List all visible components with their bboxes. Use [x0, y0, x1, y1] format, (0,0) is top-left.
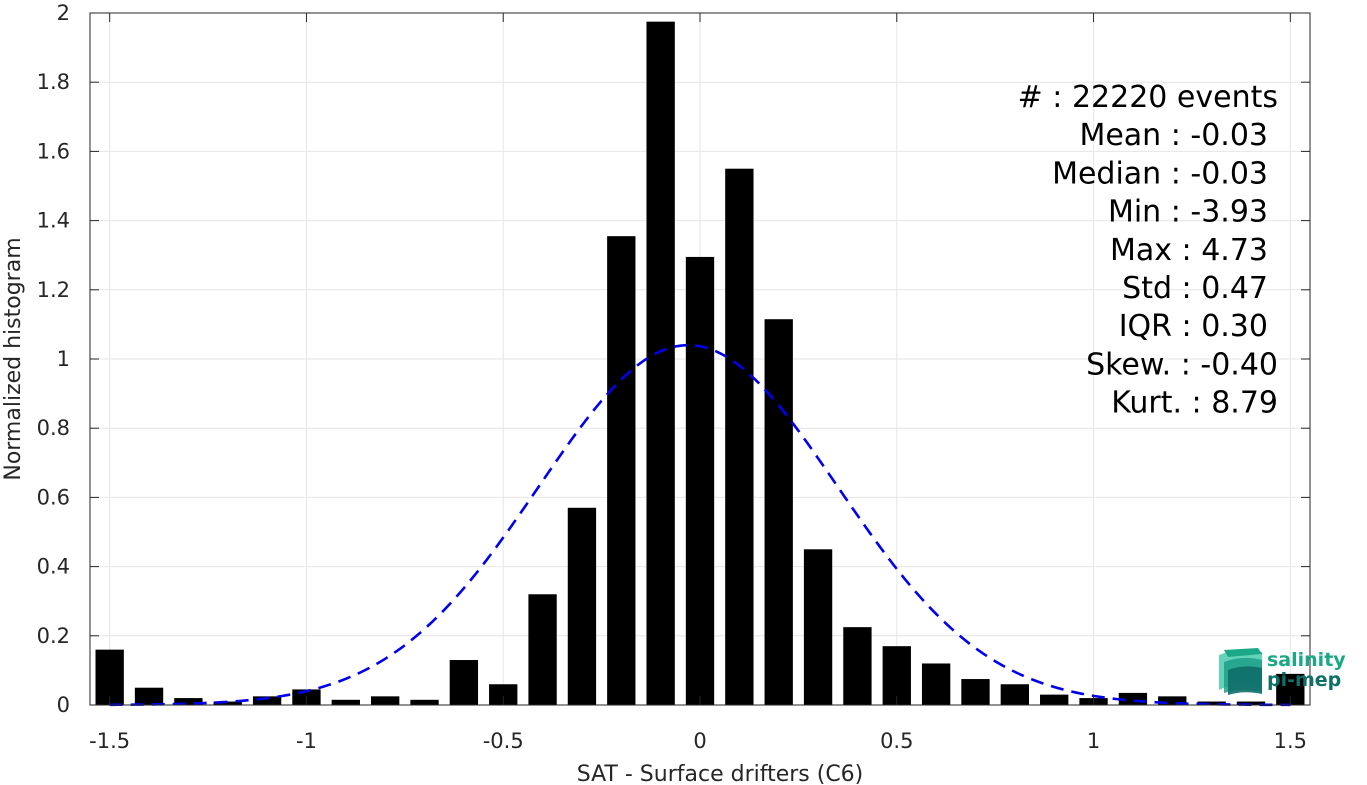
wave-logo-icon: [1219, 648, 1262, 695]
histogram-bar: [803, 549, 833, 705]
x-tick-label: 0.5: [880, 729, 913, 753]
histogram-bar: [646, 21, 675, 705]
stat-line: Min : -3.93: [1108, 195, 1268, 230]
histogram-bar: [370, 696, 400, 705]
axis-ticks: [90, 12, 1310, 706]
y-axis-label: Normalized histogram: [1, 237, 26, 480]
histogram-bars: [95, 21, 1305, 706]
histogram-bar: [252, 696, 282, 705]
x-tick-label: 0: [693, 729, 706, 753]
histogram-bar: [685, 256, 715, 705]
histogram-bar: [567, 507, 597, 705]
histogram-bar: [882, 646, 911, 705]
logo-text-salinity: salinity: [1267, 649, 1346, 671]
x-tick-labels: -1.5 -1 -0.5 0 0.5 1 1.5: [89, 729, 1307, 753]
y-tick-label: 0.8: [37, 416, 70, 440]
gaussian-fit-curve: [109, 343, 1291, 707]
y-tick-label: 1.6: [37, 139, 70, 163]
histogram-bar: [1040, 694, 1069, 705]
y-tick-label: 0: [57, 693, 70, 717]
histogram-bar: [489, 684, 518, 705]
histogram-bar: [1000, 684, 1030, 705]
stat-line: # : 22220 events: [1018, 80, 1278, 115]
stat-line: Std : 0.47: [1122, 271, 1268, 306]
histogram-bar: [449, 660, 479, 705]
y-tick-label: 0.4: [37, 555, 70, 579]
stat-line: Kurt. : 8.79: [1111, 386, 1278, 421]
x-tick-label: -1: [296, 729, 317, 753]
y-tick-label: 0.2: [37, 624, 70, 648]
y-tick-labels: 0 0.2 0.4 0.6 0.8 1 1.2 1.4 1.6 1.8 2: [37, 1, 70, 717]
x-tick-label: -1.5: [89, 729, 130, 753]
histogram-bar: [528, 594, 557, 705]
histogram-bar: [961, 679, 990, 705]
salinity-pi-mep-logo: salinity pi-mep: [1219, 648, 1346, 695]
stat-line: Max : 4.73: [1110, 233, 1268, 268]
histogram-bar: [95, 649, 124, 705]
x-tick-label: 1.5: [1274, 729, 1307, 753]
stat-line: Median : -0.03: [1052, 156, 1268, 191]
x-axis-label: SAT - Surface drifters (C6): [577, 762, 864, 785]
histogram-bar: [174, 698, 203, 705]
x-tick-label: -0.5: [483, 729, 524, 753]
histogram-bar: [1236, 701, 1266, 705]
logo-text-pi-mep: pi-mep: [1267, 669, 1341, 691]
x-tick-label: 1: [1087, 729, 1100, 753]
histogram-bar: [607, 236, 636, 706]
histogram-bar: [213, 701, 242, 705]
histogram-bar: [331, 699, 360, 705]
y-tick-label: 1.2: [37, 278, 70, 302]
histogram-bar: [410, 699, 439, 705]
histogram-bar: [1158, 696, 1187, 705]
y-tick-label: 1.8: [37, 70, 70, 94]
histogram-bar: [1197, 701, 1226, 705]
y-tick-label: 2: [57, 1, 70, 25]
histogram-bar: [134, 687, 164, 705]
histogram-bar: [921, 663, 951, 705]
stat-line: Mean : -0.03: [1079, 118, 1268, 153]
y-tick-label: 1: [57, 347, 70, 371]
histogram-bar: [843, 627, 872, 705]
stat-line: Skew. : -0.40: [1086, 347, 1278, 382]
histogram-bar: [725, 168, 754, 705]
y-tick-label: 0.6: [37, 485, 70, 509]
histogram-bar: [764, 319, 793, 705]
y-tick-label: 1.4: [37, 209, 70, 233]
stat-line: IQR : 0.30: [1119, 309, 1268, 344]
